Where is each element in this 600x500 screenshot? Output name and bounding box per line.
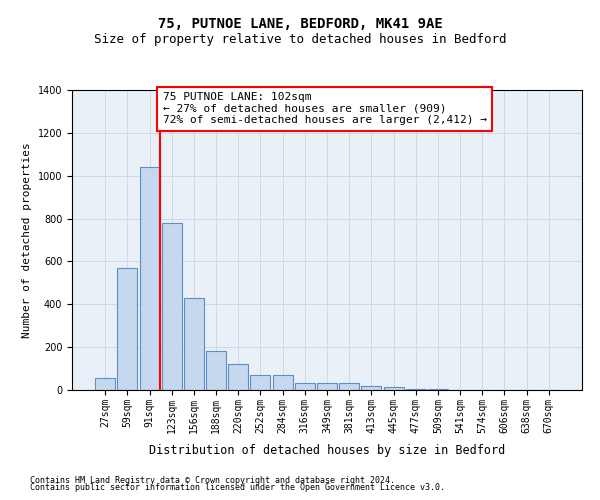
Bar (272, 375, 293, 390)
Bar (339, 382, 359, 390)
Text: Contains HM Land Registry data © Crown copyright and database right 2024.: Contains HM Land Registry data © Crown c… (30, 476, 395, 485)
Bar (184, 298, 204, 390)
Bar (295, 382, 315, 390)
Bar (250, 375, 271, 390)
Text: Size of property relative to detached houses in Bedford: Size of property relative to detached ho… (94, 32, 506, 46)
Bar (317, 382, 337, 390)
Text: 75 PUTNOE LANE: 102sqm
← 27% of detached houses are smaller (909)
72% of semi-de: 75 PUTNOE LANE: 102sqm ← 27% of detached… (163, 92, 487, 126)
Bar (228, 364, 248, 390)
Bar (361, 386, 382, 390)
Text: Contains public sector information licensed under the Open Government Licence v3: Contains public sector information licen… (30, 484, 445, 492)
Bar (406, 389, 426, 390)
Text: 75, PUTNOE LANE, BEDFORD, MK41 9AE: 75, PUTNOE LANE, BEDFORD, MK41 9AE (158, 18, 442, 32)
Bar (206, 352, 226, 390)
Y-axis label: Number of detached properties: Number of detached properties (22, 142, 32, 338)
X-axis label: Distribution of detached houses by size in Bedford: Distribution of detached houses by size … (149, 444, 505, 457)
Bar (140, 167, 160, 390)
Bar (383, 387, 404, 390)
Bar (162, 224, 182, 390)
Bar (118, 268, 137, 390)
Bar (95, 378, 115, 390)
